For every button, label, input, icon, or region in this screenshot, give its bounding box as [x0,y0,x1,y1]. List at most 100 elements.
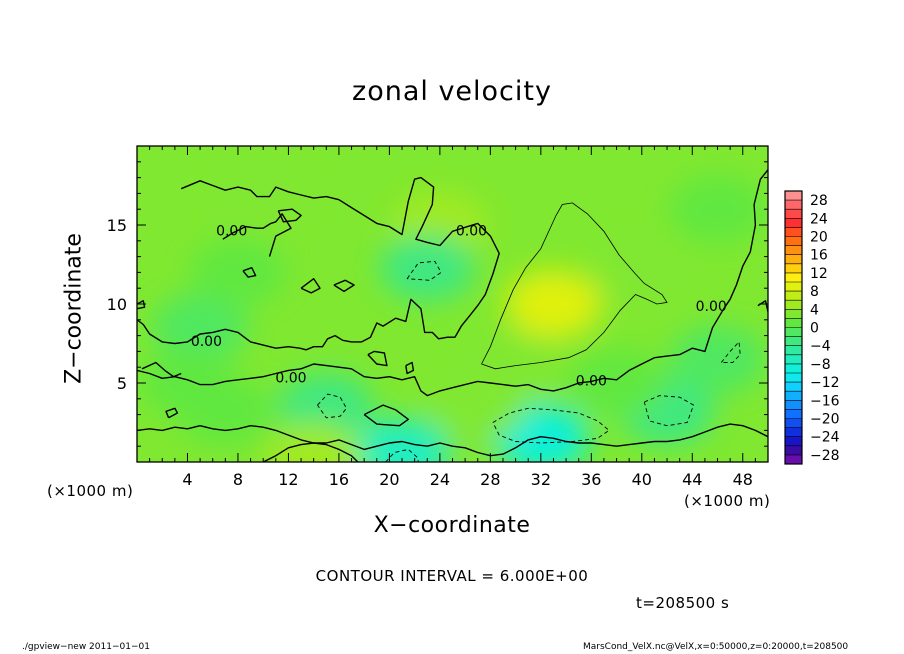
negative-contour-2 [317,393,348,419]
field-feature-15 [139,349,236,417]
colorbar-tick-label: 0 [810,321,819,337]
x-tick-label: 36 [581,470,601,489]
colorbar-segment [785,282,802,292]
field-feature-17 [568,349,665,417]
field-feature-0 [505,270,602,338]
field-feature-18 [429,372,526,441]
colorbar-segment [785,200,802,210]
colorbar-segment [785,191,802,201]
colorbar-tick-label: 20 [810,230,828,246]
x-tick-label: 4 [182,470,192,489]
colorbar-segment [785,409,802,419]
colorbar-tick-label: −28 [810,448,840,464]
zero-contour-12 [333,279,355,293]
zero-contour-6 [165,407,179,419]
time-label: t=208500 s [636,594,730,612]
colorbar-segment [785,309,802,319]
x-tick-label: 28 [480,470,500,489]
colorbar-segment [785,236,802,246]
field-feature-9 [669,325,766,394]
colorbar-segment [785,291,802,301]
colorbar-segment [785,373,802,383]
colorbar-frame [784,190,803,465]
x-tick-label: 24 [430,470,450,489]
field-feature-16 [669,175,766,244]
colorbar-segment [785,336,802,347]
plot-area [137,146,768,462]
x-tick-label: 12 [278,470,298,489]
colorbar-segment [785,218,802,228]
field-clip [137,146,768,462]
negative-contour-1 [643,395,695,427]
colorbar-segment [785,272,802,283]
field-feature-14 [189,238,286,307]
colorbar-segment [785,382,802,392]
zero-contour-4 [222,213,292,257]
negative-contour-5 [720,340,741,363]
colorbar-tick-label: −24 [810,430,840,446]
negative-contour-0 [492,407,610,444]
zero-contour-13 [242,267,257,278]
colorbar-tick-label: −4 [810,339,831,355]
colorbar-segment [785,345,802,356]
field-feature-5 [354,418,451,462]
colorbar-segment [785,436,802,447]
contour-lines [137,169,768,462]
y-axis-label: Z−coordinate [61,233,87,384]
colorbar-segment [785,227,802,237]
colorbar-segment [785,454,802,465]
x-tick-label: 20 [379,470,399,489]
zero-contour-2 [137,423,768,457]
x-axis-unit: (×1000 m) [684,492,771,510]
contour-label-2: 0.00 [191,334,222,350]
colorbar-tick-label: 4 [810,302,819,318]
zero-contour-8 [367,350,388,367]
zero-contour-9 [405,361,415,375]
x-tick-label: 44 [682,470,702,489]
zero-contour-3 [262,442,359,462]
colorbar-tick-label: 24 [810,211,828,227]
colorbar-segment [785,263,802,274]
negative-contour-4 [385,448,419,462]
colorbar-tick-label: 8 [810,284,819,300]
colorbar-tick-label: 16 [810,248,828,264]
colorbar-segment [785,354,802,365]
y-axis-unit: (×1000 m) [47,482,134,500]
colorbar-segment [785,391,802,401]
colorbar-segment [785,427,802,438]
zero-contour-0 [137,176,500,351]
zero-contour-7 [363,404,409,427]
chart-title: zonal velocity [352,76,552,107]
zero-contour-1 [137,169,768,397]
contour-label-5: 0.00 [696,299,727,315]
colorbar-tick-label: −20 [810,412,840,428]
contour-label-0: 0.00 [216,223,247,239]
zero-contour-11 [300,278,321,294]
footer-program: ./gpview−new 2011−01−01 [22,642,150,652]
colorbar-tick-label: −16 [810,393,840,409]
positive-contour [481,202,668,370]
colorbar-segment [785,363,802,374]
footer-source: MarsCond_VelX.nc@VelX,x=0:50000,z=0:2000… [583,642,849,652]
contour-label-3: 0.00 [576,373,607,389]
colorbar-tick-label: −12 [810,375,840,391]
field-feature-6 [278,372,375,441]
contour-label-1: 0.00 [456,223,487,239]
negative-contour-3 [406,260,442,281]
x-tick-label: 8 [233,470,243,489]
field-feature-3 [379,233,476,302]
colorbar-tick-label: 12 [810,266,828,282]
y-tick-label: 15 [107,216,127,235]
colorbar-segment [785,327,802,337]
colorbar-segment [785,318,802,328]
colorbar-segment [785,418,802,428]
x-tick-label: 32 [531,470,551,489]
colorbar-segment [785,245,802,256]
field-feature-10 [152,293,249,362]
zero-contour-10 [141,361,182,378]
colorbar: 28 24 20 16 12 8 4 0 −4 −8 −12 −16 −20 −24 −28 [784,190,840,465]
field-blobs [139,159,766,462]
zero-contour-5 [277,208,302,223]
colorbar-segment [785,300,802,310]
